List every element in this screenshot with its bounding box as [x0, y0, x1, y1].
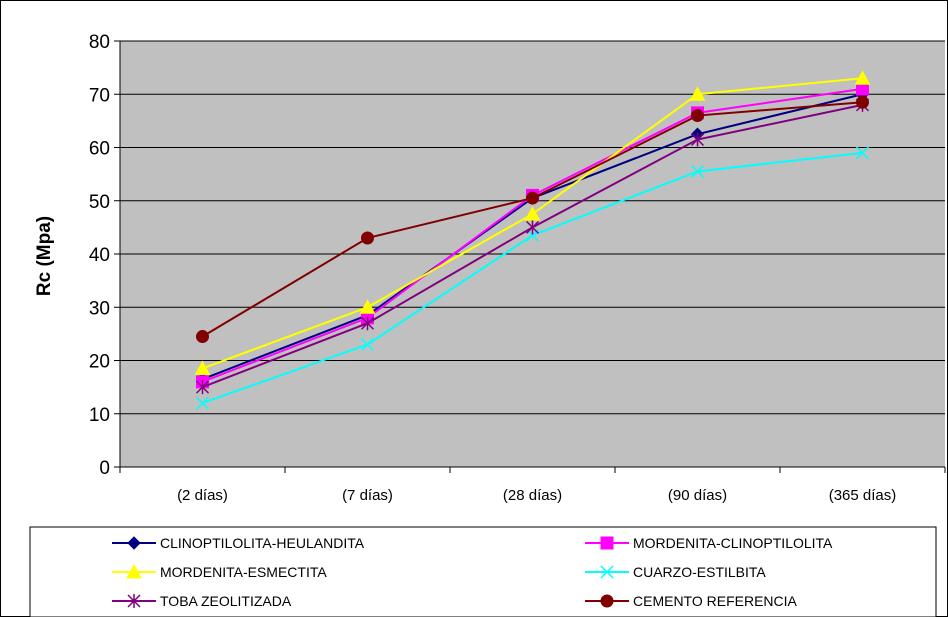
- x-tick-label: (90 días): [668, 487, 727, 504]
- x-axis-ticks: (2 días) (7 días) (28 días) (90 días) (365 d…: [119, 467, 946, 504]
- y-tick-label: 50: [89, 192, 110, 213]
- y-tick-label: 10: [89, 405, 110, 426]
- data-point: [194, 360, 211, 375]
- legend-item: TOBA ZEOLITIZADA: [112, 593, 292, 609]
- y-tick-label: 30: [89, 298, 110, 319]
- data-point: [600, 536, 614, 550]
- x-tick-label: (28 días): [503, 487, 562, 504]
- data-point: [856, 95, 869, 109]
- legend-item: CLINOPTILOLITA-HEULANDITA: [112, 535, 365, 551]
- data-point: [525, 220, 540, 235]
- x-tick-label: (2 días): [177, 487, 228, 504]
- data-point: [691, 109, 704, 123]
- legend-label: MORDENITA-CLINOPTILOLITA: [633, 535, 833, 551]
- data-point: [360, 316, 375, 331]
- y-tick-label: 60: [89, 139, 110, 160]
- data-point: [195, 396, 210, 410]
- legend-item: CEMENTO REFERENCIA: [585, 593, 798, 609]
- data-point: [361, 231, 374, 245]
- data-point: [127, 594, 141, 608]
- y-tick-label: 70: [89, 85, 110, 106]
- y-tick-label: 0: [99, 458, 110, 479]
- y-tick-label: 40: [89, 245, 110, 266]
- series-cemento-referencia: [196, 95, 869, 344]
- data-point: [126, 563, 142, 579]
- y-tick-label: 20: [89, 352, 110, 373]
- legend-label: MORDENITA-ESMECTITA: [160, 564, 327, 580]
- data-point: [359, 299, 376, 314]
- data-point: [360, 337, 375, 352]
- x-tick-label: (7 días): [342, 487, 393, 504]
- data-point: [689, 86, 706, 101]
- legend: [29, 526, 937, 617]
- y-tick-label: 80: [89, 32, 110, 53]
- legend-label: CLINOPTILOLITA-HEULANDITA: [160, 535, 365, 551]
- legend-label: TOBA ZEOLITIZADA: [160, 593, 292, 609]
- data-point: [127, 536, 141, 550]
- legend-label: CEMENTO REFERENCIA: [633, 593, 798, 609]
- data-point: [196, 330, 209, 344]
- data-point: [855, 146, 870, 160]
- data-point: [690, 132, 705, 147]
- data-point: [690, 164, 705, 178]
- series-group: [194, 70, 871, 410]
- series-mordenita-esmectita: [194, 70, 871, 375]
- series-cuarzo-estilbita: [195, 146, 870, 410]
- data-point: [195, 380, 210, 395]
- legend-item: MORDENITA-CLINOPTILOLITA: [585, 535, 833, 551]
- y-axis-ticks: 0 10 20 30 40 50 60 70 80: [89, 32, 120, 479]
- legend-label: CUARZO-ESTILBITA: [633, 564, 766, 580]
- legend-entries: CLINOPTILOLITA-HEULANDITA MORDENITA-CLINO…: [112, 535, 833, 609]
- legend-item: MORDENITA-ESMECTITA: [112, 563, 327, 580]
- data-point: [524, 206, 541, 221]
- x-tick-label: (365 días): [829, 487, 897, 504]
- data-point: [854, 70, 871, 85]
- data-point: [600, 565, 614, 579]
- axes: [119, 41, 945, 468]
- data-point: [526, 191, 539, 205]
- data-point: [600, 594, 614, 608]
- legend-item: CUARZO-ESTILBITA: [585, 564, 766, 580]
- y-axis-label: Rc (Mpa): [34, 216, 55, 296]
